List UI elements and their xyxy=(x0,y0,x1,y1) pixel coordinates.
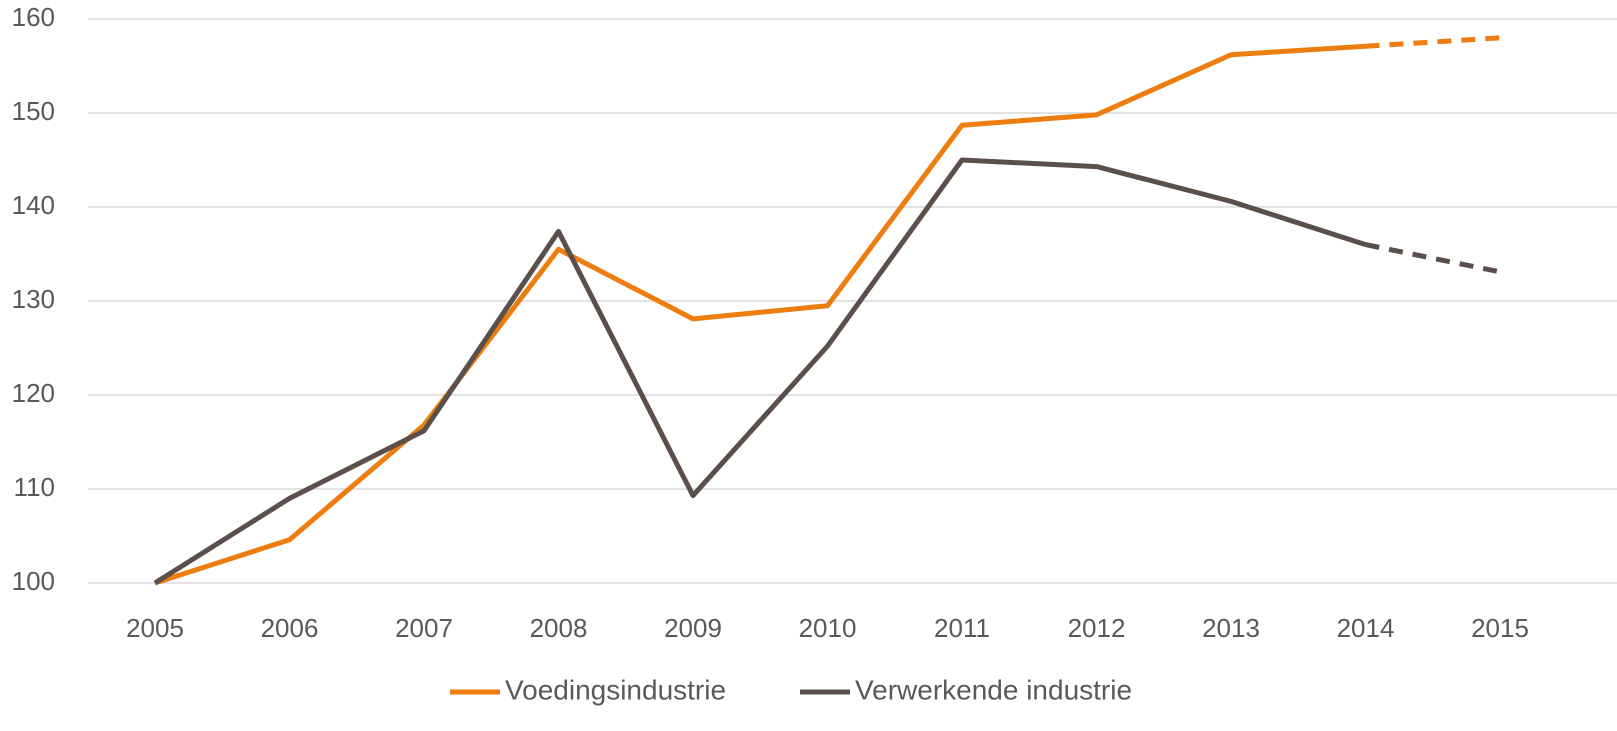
legend-label: Verwerkende industrie xyxy=(855,674,1132,705)
x-tick-label: 2005 xyxy=(126,613,184,643)
line-series xyxy=(154,43,1366,586)
y-tick-label: 130 xyxy=(12,284,55,314)
y-tick-label: 110 xyxy=(14,472,55,502)
x-tick-label: 2006 xyxy=(261,613,319,643)
y-tick-label: 160 xyxy=(12,2,55,32)
x-tick-label: 2010 xyxy=(799,613,857,643)
legend-label: Voedingsindustrie xyxy=(505,674,726,705)
y-tick-label: 120 xyxy=(12,378,55,408)
x-tick-label: 2007 xyxy=(395,613,453,643)
x-tick-label: 2011 xyxy=(934,613,990,643)
x-tick-label: 2014 xyxy=(1337,613,1395,643)
y-tick-label: 150 xyxy=(12,96,55,126)
x-tick-label: 2013 xyxy=(1202,613,1260,643)
y-tick-label: 100 xyxy=(12,566,55,596)
x-tick-label: 2009 xyxy=(664,613,722,643)
x-tick-label: 2015 xyxy=(1471,613,1529,643)
line-series xyxy=(1365,242,1501,275)
y-tick-label: 140 xyxy=(12,190,55,220)
x-tick-label: 2008 xyxy=(530,613,588,643)
x-tick-label: 2012 xyxy=(1068,613,1126,643)
line-series xyxy=(1365,35,1501,49)
line-series xyxy=(153,157,1367,586)
